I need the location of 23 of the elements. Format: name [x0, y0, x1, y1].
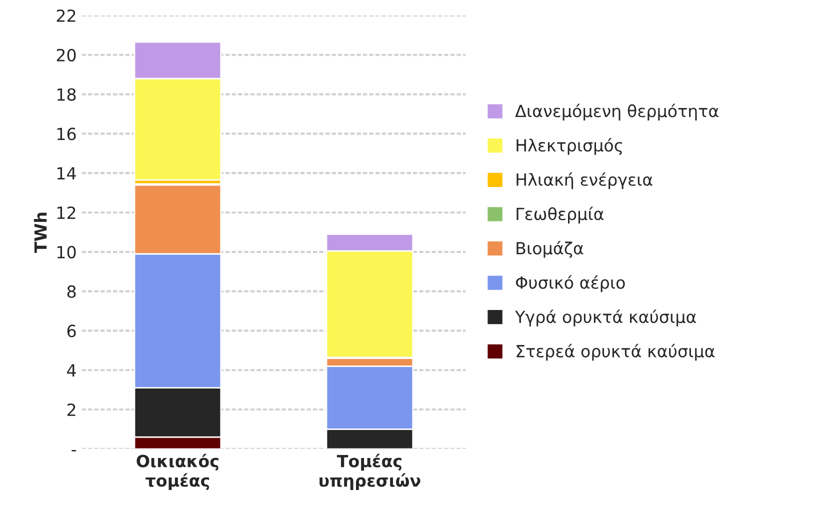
y-tick-label: 12 — [57, 206, 76, 219]
y-tick-label: 14 — [57, 167, 76, 180]
y-tick-label: 20 — [56, 48, 76, 62]
y-tick-label: 6 — [67, 324, 76, 338]
legend-label: Υγρά ορυκτά καύσιμα — [515, 310, 696, 326]
legend-label: Διανεμόμενη θερμότητα — [515, 104, 718, 121]
y-tick-label: 8 — [67, 285, 76, 298]
y-tick-label: 18 — [57, 88, 76, 101]
y-tick-label: 10 — [57, 246, 76, 258]
legend-label: Στερεά ορυκτά καύσιμα — [516, 344, 714, 361]
x-tick-label: Οικιακός τομέας — [136, 454, 218, 490]
x-tick-label: Τομέας υπηρεσιών — [320, 454, 420, 490]
y-tick-label: 22 — [56, 9, 76, 22]
y-tick-label: - — [72, 450, 76, 452]
legend-label: Φυσικό αέριο — [516, 275, 625, 292]
legend-label: Ηλιακή ενέργεια — [516, 172, 652, 190]
legend-label: Ηλεκτρισμός — [516, 138, 622, 155]
y-tick-label: 4 — [67, 364, 76, 376]
legend-label: Γεωθερμία — [516, 206, 604, 224]
legend-label: Βιομάζα — [516, 240, 584, 258]
y-tick-label: 16 — [57, 128, 76, 140]
y-axis-title: TWh — [34, 212, 47, 253]
y-tick-label: 2 — [67, 403, 76, 416]
